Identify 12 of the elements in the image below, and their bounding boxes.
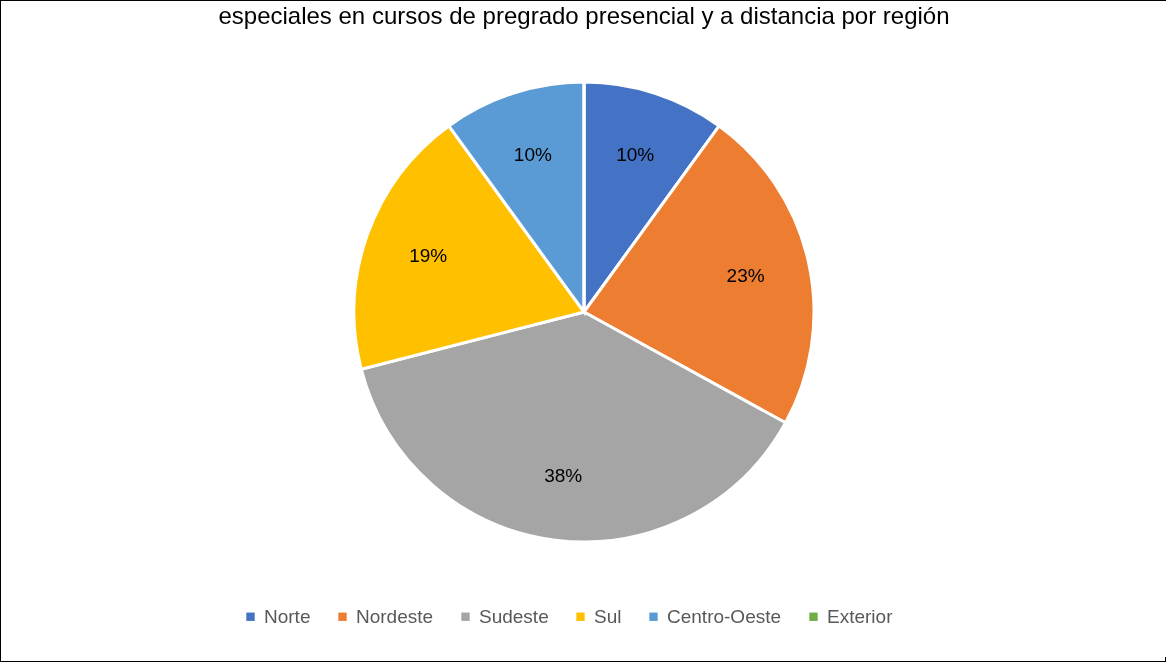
legend-label: Nordeste	[356, 605, 434, 627]
data-label: 23%	[726, 264, 765, 286]
data-label: 19%	[409, 244, 448, 266]
legend-label: Centro-Oeste	[667, 605, 782, 627]
legend-label: Exterior	[827, 605, 894, 627]
data-label: 38%	[544, 465, 583, 487]
chart-title: especiales en cursos de pregrado presencial y a distancia por región	[218, 2, 950, 29]
data-label: 10%	[616, 143, 655, 165]
legend-label: Norte	[264, 605, 311, 627]
legend-label: Sul	[594, 605, 622, 627]
legend-label: Sudeste	[479, 605, 549, 627]
data-label: 10%	[513, 143, 552, 165]
